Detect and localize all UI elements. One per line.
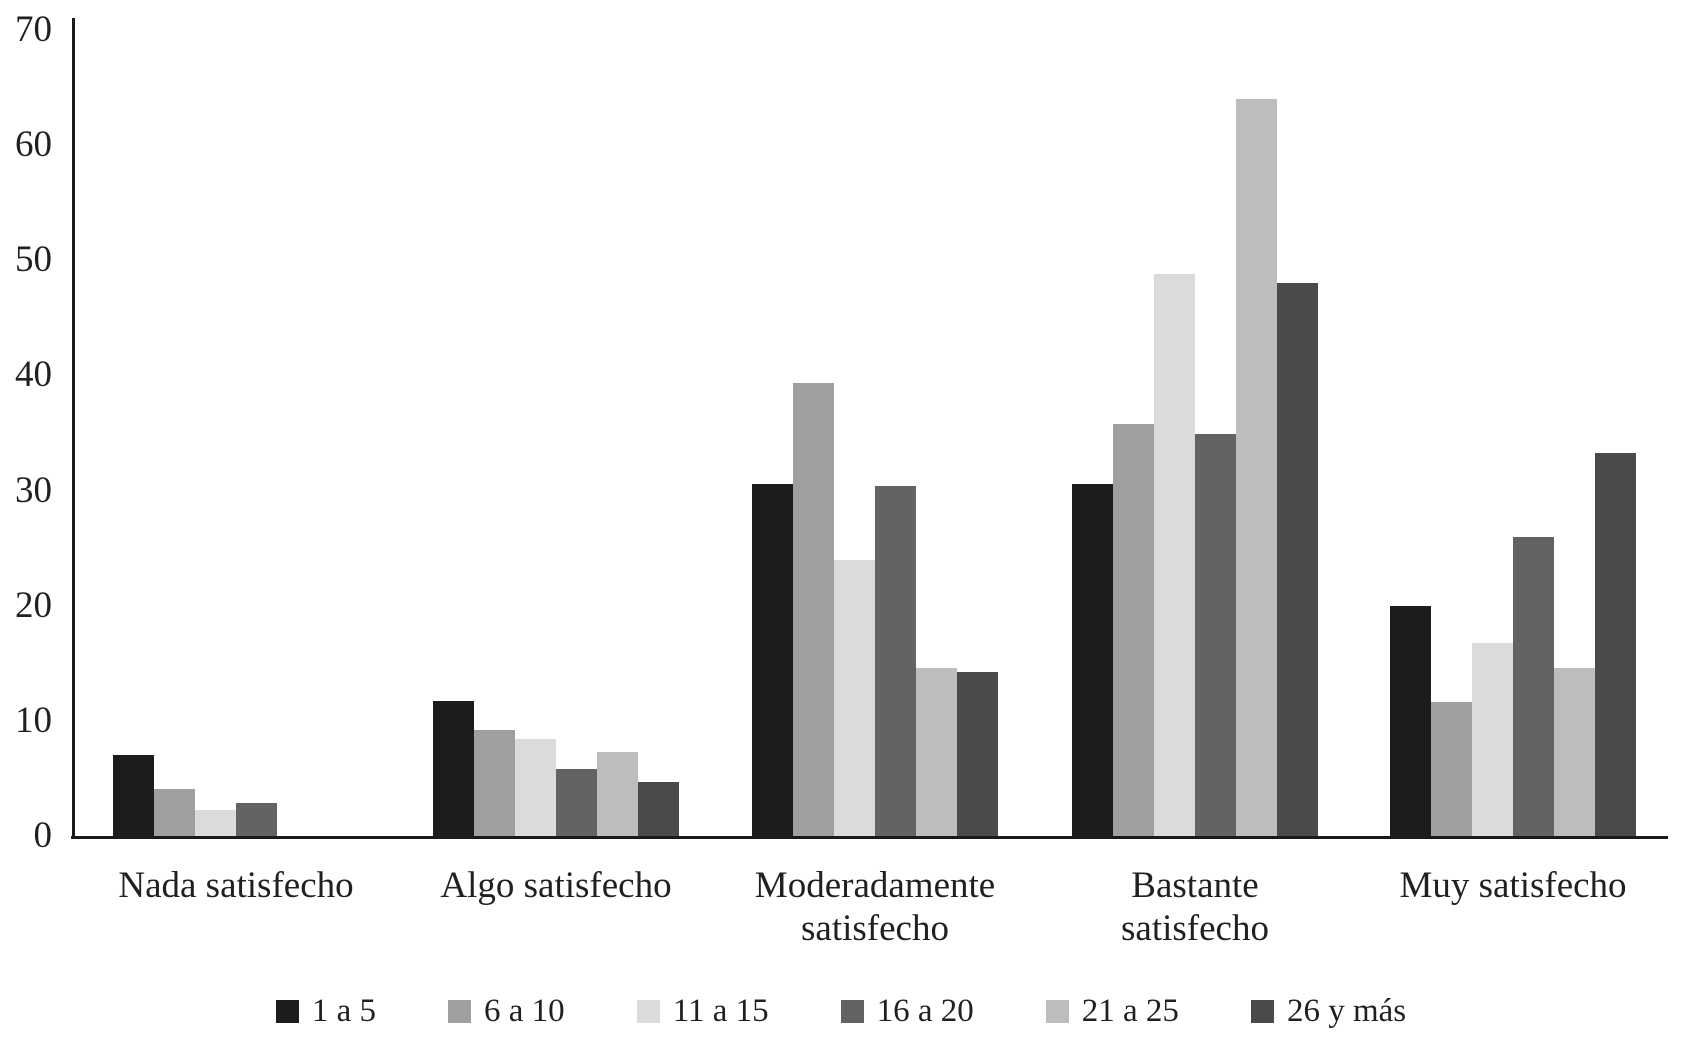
y-tick-label-50: 50 bbox=[15, 239, 52, 281]
legend-label: 26 y más bbox=[1286, 993, 1407, 1029]
bar-series-5-category-4 bbox=[1236, 99, 1277, 836]
legend-swatch-icon bbox=[840, 1000, 864, 1023]
x-category-label-5: Muy satisfecho bbox=[1399, 865, 1627, 906]
bar-series-5-category-2 bbox=[597, 752, 638, 836]
bar-series-1-category-5 bbox=[1390, 606, 1431, 836]
bar-series-2-category-3 bbox=[793, 383, 834, 836]
y-tick-label-0: 0 bbox=[33, 815, 53, 856]
y-tick-label-30: 30 bbox=[15, 469, 52, 511]
legend-item-4: 16 a 20 bbox=[840, 993, 974, 1029]
legend-swatch-icon bbox=[636, 1000, 660, 1023]
bar-series-3-category-4 bbox=[1154, 274, 1195, 836]
bar-series-4-category-2 bbox=[556, 769, 597, 836]
bar-series-6-category-2 bbox=[638, 782, 679, 836]
legend-item-2: 6 a 10 bbox=[448, 995, 565, 1028]
y-tick-label-60: 60 bbox=[15, 124, 52, 166]
legend-swatch-icon bbox=[448, 1000, 472, 1023]
legend-swatch-icon bbox=[275, 1000, 299, 1023]
chart-legend: 1 a 5 6 a 10 11 a 15 16 a 20 21 a 25 26 y más bbox=[0, 995, 1682, 1028]
bar-series-2-category-5 bbox=[1431, 702, 1472, 836]
bar-series-1-category-1 bbox=[113, 755, 154, 836]
legend-label: 1 a 5 bbox=[311, 993, 377, 1029]
x-axis-line bbox=[71, 836, 1668, 839]
bar-series-6-category-4 bbox=[1277, 283, 1318, 836]
bar-series-4-category-3 bbox=[875, 486, 916, 836]
x-category-label-2: Algo satisfecho bbox=[440, 865, 672, 906]
legend-swatch-icon bbox=[1250, 1000, 1274, 1023]
bar-series-4-category-5 bbox=[1513, 537, 1554, 836]
bar-series-4-category-4 bbox=[1195, 434, 1236, 836]
y-axis-line bbox=[72, 18, 75, 839]
bar-series-4-category-1 bbox=[236, 803, 277, 836]
y-tick-label-20: 20 bbox=[15, 584, 52, 626]
x-category-label-3: Moderadamente satisfecho bbox=[754, 865, 996, 949]
legend-label: 16 a 20 bbox=[876, 993, 974, 1029]
y-tick-label-10: 10 bbox=[15, 699, 52, 741]
bar-series-5-category-5 bbox=[1554, 668, 1595, 836]
bar-series-2-category-2 bbox=[474, 730, 515, 836]
y-tick-label-70: 70 bbox=[15, 9, 52, 50]
legend-item-1: 1 a 5 bbox=[275, 993, 377, 1029]
bar-series-3-category-2 bbox=[515, 739, 556, 836]
bar-series-3-category-5 bbox=[1472, 643, 1513, 836]
x-category-label-4: Bastante satisfecho bbox=[1121, 865, 1269, 949]
legend-item-5: 21 a 25 bbox=[1045, 993, 1179, 1029]
bar-series-2-category-1 bbox=[154, 789, 195, 836]
bar-series-6-category-3 bbox=[957, 672, 998, 836]
bar-series-2-category-4 bbox=[1113, 424, 1154, 836]
y-tick-label-40: 40 bbox=[15, 354, 52, 396]
bar-series-1-category-3 bbox=[752, 484, 793, 836]
legend-item-3: 11 a 15 bbox=[636, 993, 769, 1029]
legend-label: 21 a 25 bbox=[1081, 993, 1179, 1029]
bar-series-1-category-2 bbox=[433, 701, 474, 836]
legend-label: 11 a 15 bbox=[672, 993, 769, 1029]
bar-series-3-category-1 bbox=[195, 810, 236, 836]
bar-series-6-category-5 bbox=[1595, 453, 1636, 836]
bar-series-1-category-4 bbox=[1072, 484, 1113, 836]
bar-series-3-category-3 bbox=[834, 560, 875, 836]
legend-label: 6 a 10 bbox=[484, 993, 565, 1029]
legend-swatch-icon bbox=[1045, 1000, 1069, 1023]
legend-item-6: 26 y más bbox=[1250, 993, 1407, 1029]
bar-series-5-category-3 bbox=[916, 668, 957, 836]
x-category-label-1: Nada satisfecho bbox=[118, 865, 354, 906]
